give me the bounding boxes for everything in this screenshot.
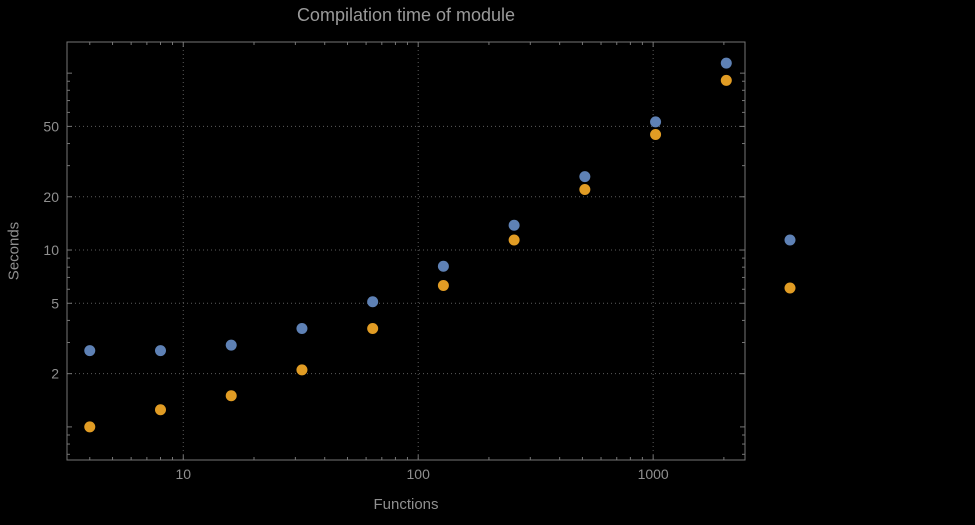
y-tick-label: 2 bbox=[51, 366, 59, 382]
data-point-series-blue bbox=[154, 345, 166, 357]
y-tick-label: 50 bbox=[43, 118, 59, 134]
data-point-series-blue bbox=[579, 171, 591, 183]
data-point-series-orange bbox=[225, 390, 237, 402]
x-tick-label: 100 bbox=[407, 466, 431, 482]
x-axis-label: Functions bbox=[373, 496, 439, 513]
data-point-series-orange bbox=[650, 128, 662, 140]
chart-title: Compilation time of module bbox=[296, 5, 516, 25]
data-point-series-orange bbox=[579, 183, 591, 195]
data-point-series-blue bbox=[720, 57, 732, 69]
data-point-series-orange bbox=[720, 74, 732, 86]
legend-marker-blue bbox=[784, 234, 796, 246]
data-point-series-blue bbox=[225, 339, 237, 351]
data-point-series-orange bbox=[296, 364, 308, 376]
data-point-series-blue bbox=[437, 260, 449, 272]
legend-marker-orange bbox=[784, 282, 796, 294]
data-point-series-orange bbox=[437, 280, 449, 292]
data-point-series-blue bbox=[84, 345, 96, 357]
x-tick-label: 1000 bbox=[638, 466, 669, 482]
data-point-series-orange bbox=[84, 421, 96, 433]
data-point-series-blue bbox=[367, 296, 379, 308]
y-tick-label: 5 bbox=[51, 295, 59, 311]
y-tick-label: 10 bbox=[43, 242, 59, 258]
data-point-series-blue bbox=[508, 219, 520, 231]
plot-frame bbox=[66, 41, 746, 461]
data-point-series-orange bbox=[154, 404, 166, 416]
data-point-series-orange bbox=[367, 323, 379, 335]
x-tick-label: 10 bbox=[175, 466, 191, 482]
y-tick-label: 20 bbox=[43, 189, 59, 205]
data-point-series-blue bbox=[650, 116, 662, 128]
data-point-series-orange bbox=[508, 234, 520, 246]
data-point-series-blue bbox=[296, 323, 308, 335]
